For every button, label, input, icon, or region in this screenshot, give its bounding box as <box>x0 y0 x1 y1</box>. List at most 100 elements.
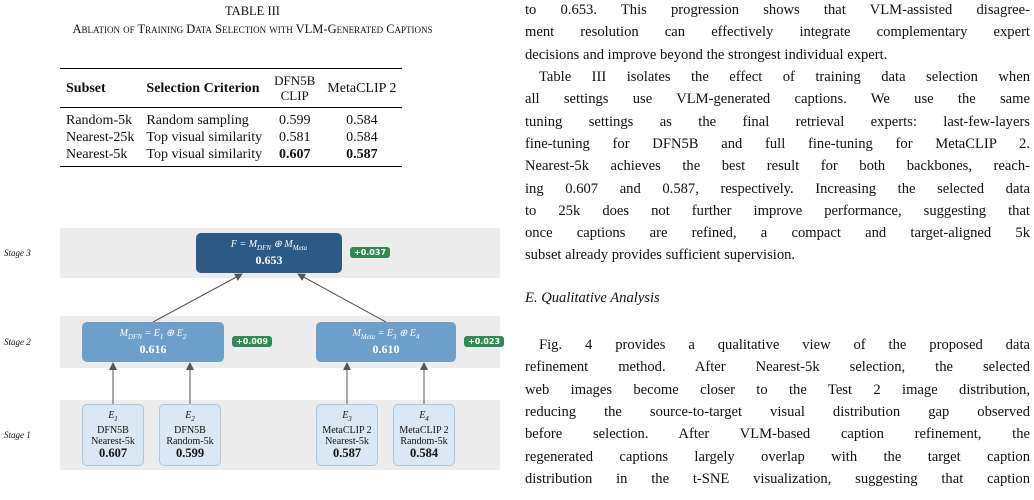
subscript: 4 <box>425 415 429 423</box>
node-line: Nearest-5k <box>325 436 369 447</box>
table-caption: TABLE III Ablation of Training Data Sele… <box>0 2 505 38</box>
formula: MDFN = E1 ⊕ E2 <box>120 328 187 343</box>
formula-text: M <box>119 328 128 339</box>
node: E2 DFN5B Random-5k 0.599 <box>159 404 221 466</box>
ablation-table: Subset Selection Criterion DFN5B CLIP MetaC… <box>60 68 403 167</box>
table-cell: 0.584 <box>346 130 378 145</box>
formula: MMeta = E3 ⊕ E4 <box>352 328 419 343</box>
text-line: before selection. After VLM-based captio… <box>525 426 1030 443</box>
text-line: refinement method. After Nearest-5k sele… <box>525 359 1030 376</box>
table-cell: 0.581 <box>278 130 311 145</box>
formula-text: E <box>419 410 426 421</box>
formula-text: E <box>108 410 115 421</box>
node-line: DFN5B <box>97 425 129 436</box>
text-line: ment resolution can effectively integrat… <box>525 24 1030 41</box>
gain-badge: +0.023 <box>464 336 505 347</box>
formula-text: ⊕ E <box>163 328 183 339</box>
formula: F = MDFN ⊕ MMeta <box>231 239 307 254</box>
node-line: DFN5B <box>174 425 206 436</box>
stage-label: Stage 2 <box>4 337 31 347</box>
text-line: subset already provides sufficient super… <box>525 247 796 264</box>
table-title: Ablation of Training Data Selection with… <box>72 22 433 36</box>
node: E1 DFN5B Nearest-5k 0.607 <box>82 404 144 466</box>
column-header: Subset <box>60 68 141 108</box>
table-cell: Top visual similarity <box>146 147 263 162</box>
gain-badge: +0.037 <box>350 247 391 258</box>
table-cell: Random-5k <box>66 113 133 128</box>
node-score: 0.584 <box>409 446 439 460</box>
node: MDFN = E1 ⊕ E2 0.616 <box>82 322 224 362</box>
text-line: tuning settings as the final retrieval e… <box>525 113 1030 130</box>
text-line: all settings use VLM-generated captions.… <box>525 91 1030 108</box>
formula-text: E <box>342 410 349 421</box>
table-label: TABLE III <box>225 4 280 18</box>
section-heading: E. Qualitative Analysis <box>525 290 660 306</box>
text-line: reducing the source-to-target visual dis… <box>525 403 1030 420</box>
formula-text: M <box>352 328 361 339</box>
subscript: 2 <box>191 415 195 423</box>
table-row: Random-5k Random sampling 0.599 0.584 <box>60 108 402 130</box>
column-header: DFN5B CLIP <box>268 68 322 108</box>
table-cell: 0.587 <box>346 147 378 162</box>
text-line: Fig. 4 provides a qualitative view of th… <box>539 337 1030 353</box>
text-line: ing 0.607 and 0.587, respectively. Incre… <box>525 180 1030 197</box>
formula-text: ⊕ E <box>396 328 417 339</box>
text-line: regenerated captions largely overlap wit… <box>525 448 1030 465</box>
subscript: 3 <box>393 333 397 341</box>
table-cell: Top visual similarity <box>146 130 263 145</box>
node-score: 0.587 <box>332 446 362 460</box>
subscript: 1 <box>159 333 164 341</box>
text-line: fine-tuning for DFN5B and full fine-tuni… <box>525 135 1030 152</box>
subscript: DFN <box>127 333 142 341</box>
formula-text: = E <box>141 328 160 339</box>
node-line: Nearest-5k <box>91 436 135 447</box>
node: E4 MetaCLIP 2 Random-5k 0.584 <box>393 404 455 466</box>
node: MMeta = E3 ⊕ E4 0.610 <box>316 322 456 362</box>
stage-label: Stage 1 <box>4 430 31 440</box>
table-cell: 0.607 <box>278 147 311 162</box>
table-row: Nearest-25k Top visual similarity 0.581 0.5… <box>60 129 402 146</box>
text-line: once captions are refined, a compact and… <box>525 225 1030 242</box>
node-line: MetaCLIP 2 <box>399 425 449 436</box>
text-line: distribution in the t-SNE visualization,… <box>525 470 1030 487</box>
node: F = MDFN ⊕ MMeta 0.653 <box>196 233 342 273</box>
node-score: 0.610 <box>372 342 400 356</box>
column-header: Selection Criterion <box>140 68 269 108</box>
node-score: 0.653 <box>255 253 283 267</box>
table-cell: Random sampling <box>146 113 249 128</box>
node-score: 0.616 <box>139 342 167 356</box>
subscript: 3 <box>348 415 352 423</box>
subscript: 4 <box>416 333 420 341</box>
subscript: 2 <box>182 333 187 341</box>
table-cell: 0.584 <box>346 113 378 128</box>
node: E3 MetaCLIP 2 Nearest-5k 0.587 <box>316 404 378 466</box>
formula: E2 <box>185 410 195 425</box>
table-row: Nearest-5k Top visual similarity 0.607 0.58… <box>60 146 402 167</box>
text-line: Table III isolates the effect of trainin… <box>539 69 1030 85</box>
text-line: decisions and improve beyond the stronge… <box>525 46 888 63</box>
text-line: Nearest-5k achieves the best result for … <box>525 158 1030 175</box>
subscript: Meta <box>292 244 308 252</box>
header-row: Subset Selection Criterion DFN5B CLIP MetaC… <box>60 68 403 108</box>
arrows <box>109 273 428 404</box>
formula-text: ⊕ M <box>271 239 293 250</box>
text-line: to 25k does not further improve performa… <box>525 202 1030 219</box>
node-score: 0.607 <box>98 446 128 460</box>
formula-text: E <box>185 410 192 421</box>
formula: E1 <box>108 410 118 425</box>
formula: E4 <box>419 410 429 425</box>
formula-text: F = M <box>230 239 258 250</box>
text-line: to 0.653. This progression shows that VL… <box>525 2 1030 18</box>
table-cell: Nearest-25k <box>66 130 135 145</box>
text-line: web images become closer to the Test 2 i… <box>525 381 1030 398</box>
column-header: MetaCLIP 2 <box>321 68 403 108</box>
subscript: DFN <box>257 244 272 252</box>
formula-text: = E <box>375 328 394 339</box>
stage-label: Stage 3 <box>4 248 31 258</box>
node-line: Random-5k <box>166 436 214 447</box>
node-score: 0.599 <box>175 446 205 460</box>
subscript: 1 <box>114 415 118 423</box>
formula: E3 <box>342 410 352 425</box>
node-line: Random-5k <box>400 436 448 447</box>
